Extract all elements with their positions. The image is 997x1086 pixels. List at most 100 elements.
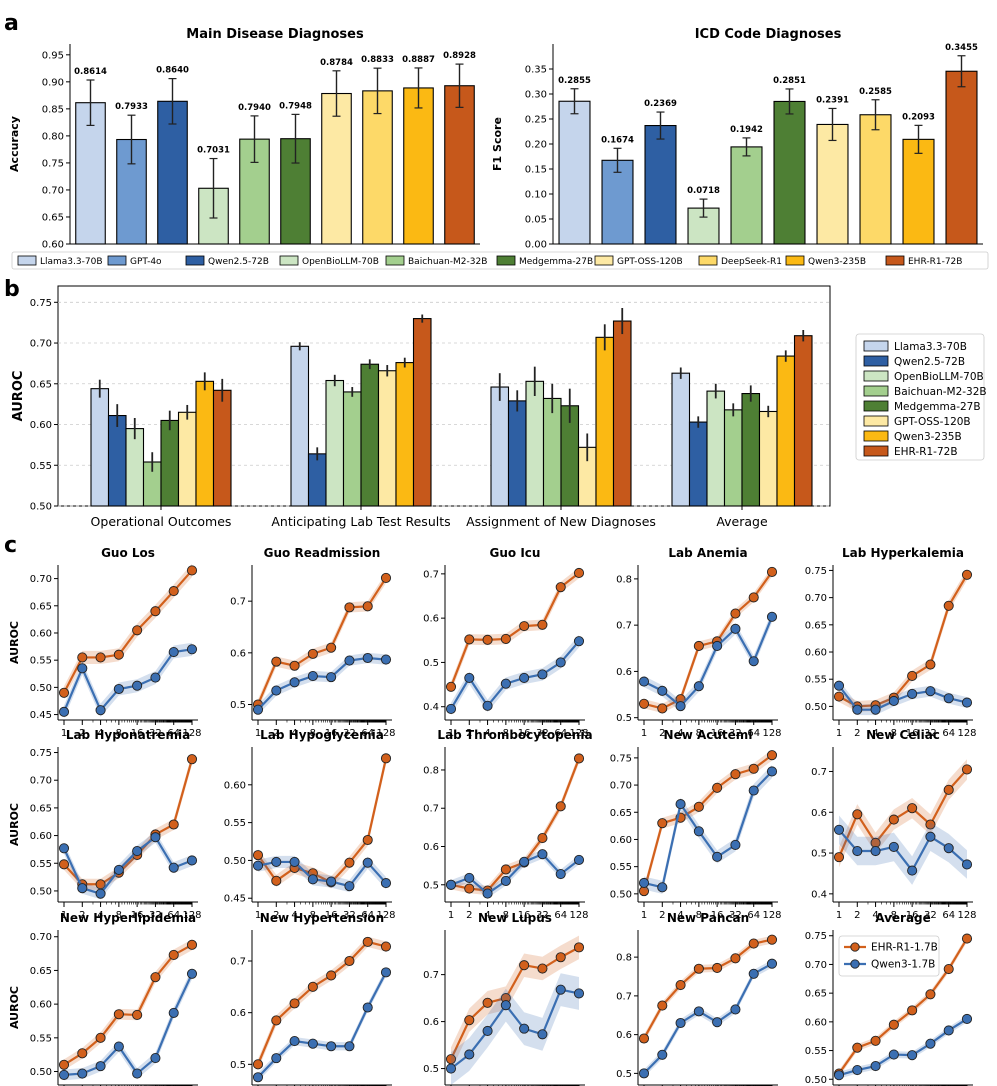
data-point <box>888 841 899 852</box>
legend-label: Baichuan-M2-32B <box>408 257 487 267</box>
data-point <box>271 1015 282 1026</box>
data-point <box>943 1025 954 1036</box>
data-point <box>362 1002 373 1013</box>
chart-title: Lab Anemia <box>668 546 747 560</box>
y-tick-label: 0.6 <box>811 808 827 819</box>
bar-deepseek-r1 <box>859 114 892 245</box>
x-tick-label: 32 <box>729 910 742 921</box>
data-point <box>693 826 704 837</box>
x-tick-label: 8 <box>696 910 702 921</box>
chart-c4: Lab Anemia 0.5 0.6 0.7 0.8 1 2 4 8 16 32 64 128 <box>616 546 781 739</box>
x-tick-label: 8 <box>503 728 509 739</box>
data-point <box>168 862 179 873</box>
y-tick-label: 0.45 <box>224 894 246 905</box>
legend-item-baichuan-m2-32b: Baichuan-M2-32B <box>863 385 987 398</box>
data-point <box>482 700 493 711</box>
data-point <box>537 619 548 630</box>
data-point <box>730 839 741 850</box>
bar-qwen2-5-72b <box>157 100 188 245</box>
y-axis-label: AUROC <box>8 621 21 664</box>
data-point <box>289 677 300 688</box>
bar-value-label: 0.0718 <box>687 186 720 196</box>
data-point <box>907 865 918 876</box>
x-tick-label: Average <box>716 514 768 529</box>
legend-item-ehr-r1-72b: EHR-R1-72B <box>863 445 958 458</box>
chart-title: Lab Hypoglycemia <box>260 728 384 742</box>
chart-c13: New Lupus0.50.60.71248163264128Training … <box>423 911 585 1086</box>
y-tick-label: 0.50 <box>30 886 52 897</box>
x-tick-label: 64 <box>167 728 180 739</box>
data-point <box>766 958 778 969</box>
legend-swatch <box>385 255 405 266</box>
y-tick-label: 0.7 <box>230 957 246 968</box>
data-point <box>555 869 566 880</box>
legend-label: Qwen2.5-72B <box>894 356 965 368</box>
data-point <box>870 1035 881 1046</box>
legend-item-gpt-oss-120b: GPT-OSS-120B <box>594 255 683 267</box>
data-point <box>852 704 863 715</box>
x-tick-label: 2 <box>273 728 279 739</box>
data-point <box>380 654 392 665</box>
data-point <box>573 753 585 764</box>
y-tick-label: 0.95 <box>42 50 64 61</box>
data-point <box>943 963 954 975</box>
legend-label: DeepSeek-R1 <box>721 257 782 267</box>
confidence-band <box>64 831 192 900</box>
bar-value-label: 0.7031 <box>197 146 230 156</box>
panel-label-b: b <box>4 277 20 302</box>
bar-value-label: 0.3455 <box>945 43 978 53</box>
data-point <box>888 695 899 707</box>
bar-ehr-r1-72b <box>412 318 432 507</box>
data-point <box>307 874 318 885</box>
y-tick-label: 0.5 <box>423 880 439 891</box>
x-tick-label: 2 <box>659 910 665 921</box>
bar-value-label: 0.8833 <box>361 55 394 65</box>
data-point <box>852 845 863 857</box>
data-point <box>289 1036 300 1047</box>
bar-llama3-3-70b <box>490 386 510 507</box>
y-tick-label: 0.7 <box>616 991 632 1002</box>
data-point <box>907 670 918 681</box>
bar-qwen3-235b <box>195 380 215 507</box>
legend-swatch <box>863 385 889 397</box>
chart-c6: Lab Hyponatremia 0.50 0.55 0.60 0.65 0.70 0.75… <box>8 728 202 921</box>
y-tick-label: 0.75 <box>42 158 64 169</box>
data-point <box>95 1032 106 1043</box>
data-point <box>888 814 899 825</box>
data-point <box>693 640 704 652</box>
data-point <box>482 634 493 645</box>
y-tick-label: 0.8 <box>423 765 439 776</box>
bar-qwen3-235b <box>902 138 935 245</box>
data-point <box>712 962 723 974</box>
x-tick-label: 32 <box>343 728 356 739</box>
chart-title: New Lupus <box>478 911 552 925</box>
x-tick-label: 2 <box>854 910 860 921</box>
chart-c15: Average 0.50 0.55 0.60 0.65 0.70 0.75 1 2 4 8 16 32 6… <box>805 911 973 1086</box>
y-tick-label: 0.8 <box>616 953 632 964</box>
legend-swatch <box>885 255 905 266</box>
y-axis-label: AUROC <box>8 803 21 846</box>
x-tick-label: 8 <box>310 728 316 739</box>
y-tick-label: 0.70 <box>30 339 52 350</box>
bar-value-label: 0.2855 <box>558 76 591 86</box>
data-point <box>132 680 143 691</box>
data-point <box>907 1050 918 1061</box>
data-point <box>925 819 936 830</box>
legend-item-ehr-r1-1-7b: EHR-R1-1.7B <box>844 942 938 954</box>
bar-value-label: 0.8614 <box>74 67 107 77</box>
x-tick-label: 4 <box>484 910 490 921</box>
data-point <box>693 963 704 974</box>
chart-title: Main Disease Diagnoses <box>186 27 364 42</box>
data-point <box>766 566 778 577</box>
confidence-band <box>644 567 772 714</box>
y-tick-label: 0.50 <box>30 1067 52 1078</box>
confidence-band <box>644 764 772 894</box>
data-point <box>638 1068 650 1079</box>
data-point <box>482 888 493 899</box>
chart-title: New Celiac <box>866 728 940 742</box>
data-point <box>186 968 198 979</box>
legend-swatch <box>698 255 718 266</box>
data-point <box>852 1042 863 1053</box>
legend-swatch <box>107 255 127 266</box>
legend-item-qwen2-5-72b: Qwen2.5-72B <box>185 255 269 267</box>
